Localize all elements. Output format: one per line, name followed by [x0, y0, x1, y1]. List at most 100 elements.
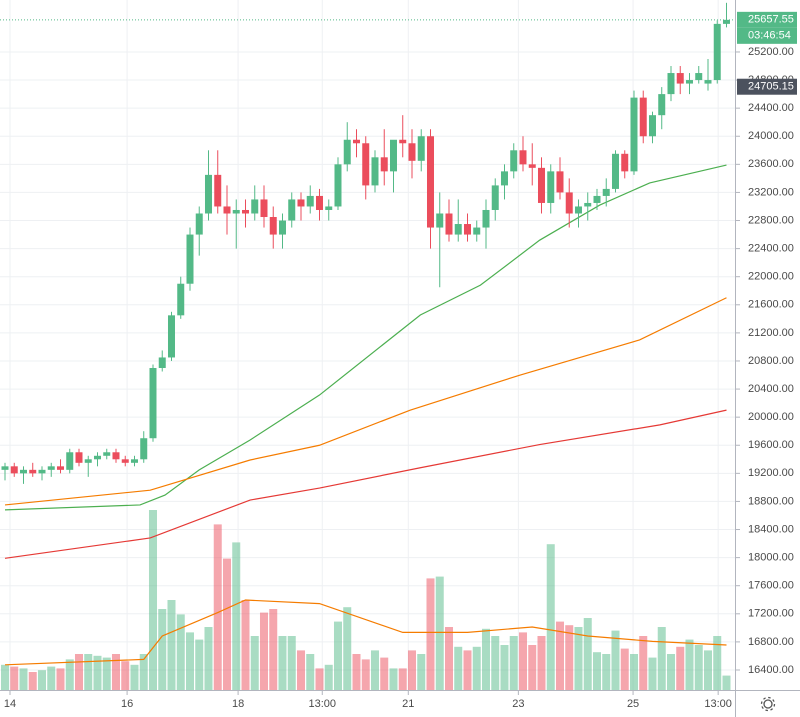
- candle-body: [352, 139, 360, 144]
- volume-bar: [472, 646, 481, 690]
- volume-bar: [657, 627, 666, 690]
- volume-bar: [306, 654, 315, 690]
- candle-body: [639, 97, 647, 137]
- volume-bar: [370, 650, 379, 690]
- gear-teeth: [760, 696, 776, 712]
- lines-layer: [4, 164, 727, 666]
- volume-bar: [546, 544, 555, 690]
- x-tick-label: 13:00: [309, 698, 337, 710]
- volume-bar: [287, 636, 296, 690]
- volume-bar: [481, 628, 490, 690]
- candle-body: [10, 466, 18, 474]
- candle-body: [574, 206, 582, 214]
- candle-body: [473, 227, 481, 235]
- ma-line: [4, 409, 727, 559]
- candle-body: [408, 143, 416, 161]
- volume-bar: [19, 668, 28, 690]
- volume-bar: [167, 600, 176, 690]
- candle-body: [611, 153, 619, 189]
- volume-bar: [500, 645, 509, 690]
- candle-body: [288, 199, 296, 221]
- y-tick-label: 23600.00: [748, 158, 794, 170]
- candle-body: [38, 469, 46, 474]
- volume-bar: [565, 625, 574, 690]
- candle-body: [66, 452, 74, 470]
- volume-bar: [47, 666, 56, 690]
- volume-bar: [703, 650, 712, 690]
- y-tick-label: 16400.00: [748, 664, 794, 676]
- y-tick-label: 21600.00: [748, 299, 794, 311]
- candle-body: [676, 73, 684, 84]
- volume-bar: [537, 636, 546, 690]
- volume-bar: [491, 636, 500, 690]
- volume-bar: [185, 632, 194, 690]
- volume-bar: [222, 558, 231, 690]
- volume-bar: [444, 627, 453, 690]
- volume-bar: [528, 645, 537, 690]
- volume-bar: [518, 632, 527, 690]
- volume-bar: [629, 654, 638, 690]
- candle-body: [19, 469, 27, 474]
- x-tick-label: 21: [402, 698, 414, 710]
- volume-bar: [713, 636, 722, 690]
- volume-bar: [398, 668, 407, 690]
- x-tick-label: 14: [4, 698, 16, 710]
- y-tick-label: 22000.00: [748, 271, 794, 283]
- candle-body: [510, 150, 518, 172]
- x-tick-label: 13:00: [704, 698, 732, 710]
- volume-bar: [296, 650, 305, 690]
- candle-body: [140, 438, 148, 460]
- candle-body: [704, 80, 712, 84]
- candle-body: [695, 73, 703, 81]
- volume-bar: [352, 654, 361, 690]
- countdown-box: [737, 27, 797, 44]
- candle-body: [269, 217, 277, 235]
- candle-body: [251, 199, 259, 214]
- time-axis-bg: [0, 690, 800, 717]
- marker-price-box: [737, 78, 797, 95]
- candle-body: [445, 213, 453, 235]
- volume-bar: [509, 636, 518, 690]
- y-tick-label: 25200.00: [748, 46, 794, 58]
- y-tick-label: 20000.00: [748, 411, 794, 423]
- volume-bar: [148, 510, 157, 690]
- candle-body: [121, 459, 129, 463]
- volume-bar: [324, 664, 333, 690]
- volume-bar: [463, 650, 472, 690]
- volume-bar: [121, 661, 130, 690]
- candle-body: [547, 171, 555, 203]
- candle-body: [325, 206, 333, 210]
- x-tick-label: 18: [232, 698, 244, 710]
- y-tick-label: 17600.00: [748, 580, 794, 592]
- x-tick-label: 25: [627, 698, 639, 710]
- volume-bar: [158, 609, 167, 690]
- volume-bar: [204, 627, 213, 690]
- settings-icon[interactable]: [760, 696, 776, 712]
- volume-bar: [592, 652, 601, 690]
- candle-body: [297, 199, 305, 207]
- volume-bar: [426, 578, 435, 690]
- candle-body: [334, 164, 342, 207]
- y-tick-label: 18000.00: [748, 552, 794, 564]
- ma-line: [4, 297, 727, 506]
- volume-bar: [65, 659, 74, 690]
- candle-body: [648, 115, 656, 137]
- volume-bar: [195, 639, 204, 690]
- y-tick-label: 20800.00: [748, 355, 794, 367]
- candle-body: [630, 97, 638, 172]
- volume-bar: [611, 630, 620, 690]
- volume-bar: [583, 618, 592, 690]
- volume-ma-line: [4, 599, 727, 666]
- candle-body: [204, 174, 212, 214]
- volume-bar: [269, 609, 278, 690]
- volume-bar: [407, 650, 416, 690]
- candle-body: [722, 19, 730, 24]
- y-tick-label: 19200.00: [748, 467, 794, 479]
- candle-body: [195, 213, 203, 235]
- candle-body: [371, 157, 379, 186]
- volume-bar: [93, 655, 102, 690]
- volume-bar: [111, 654, 120, 690]
- candle-body: [658, 94, 666, 116]
- y-tick-label: 18400.00: [748, 523, 794, 535]
